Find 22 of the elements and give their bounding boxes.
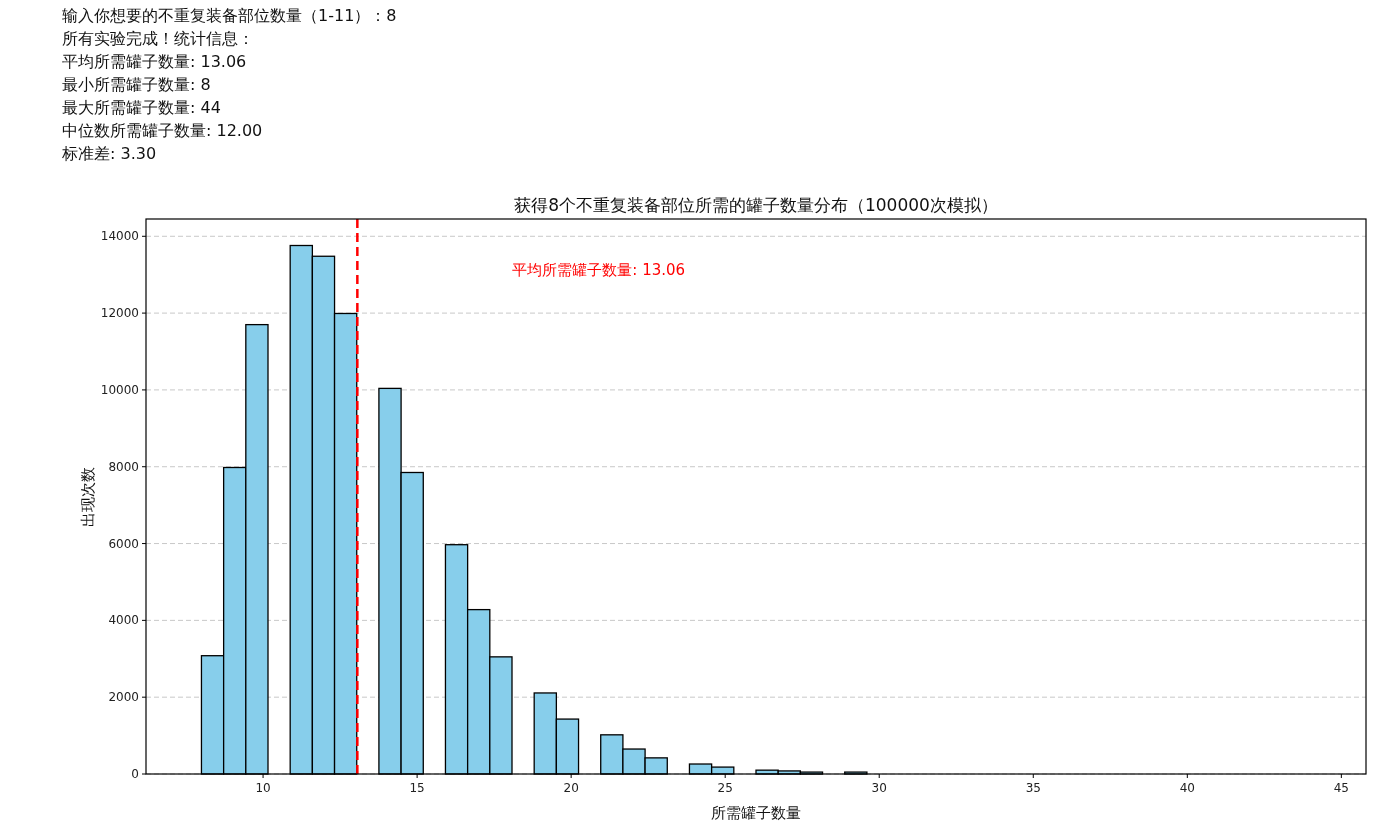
x-tick-label: 45 bbox=[1333, 781, 1349, 795]
y-tick-label: 10000 bbox=[100, 382, 139, 397]
y-tick-label: 4000 bbox=[108, 613, 139, 628]
x-tick-label: 40 bbox=[1179, 781, 1195, 795]
x-tick-label: 20 bbox=[563, 781, 579, 795]
chart-title: 获得8个不重复装备部位所需的罐子数量分布（100000次模拟） bbox=[514, 195, 998, 215]
x-tick-label: 10 bbox=[255, 781, 271, 795]
y-tick-label: 0 bbox=[131, 767, 139, 781]
x-tick-label: 35 bbox=[1025, 781, 1041, 795]
x-axis-title: 所需罐子数量 bbox=[711, 804, 801, 822]
y-tick-label: 8000 bbox=[108, 459, 139, 474]
x-tick-label: 30 bbox=[871, 781, 887, 795]
x-tick-label: 15 bbox=[409, 781, 425, 795]
y-axis-title: 出现次数 bbox=[79, 466, 97, 527]
annotations: 输入你想要的不重复装备部位数量（1-11）：8 所有实验完成！统计信息： 平均所需罐子数量: 13.06 最小所需罐子数量: 8 最大所需罐子数量: 44 中位数所需罐子数量: 12.00 标准差: 3.30 bbox=[62, 6, 397, 163]
y-tick-label: 6000 bbox=[108, 536, 139, 551]
y-tick-label: 14000 bbox=[100, 229, 139, 244]
ref-line-label: 平均所需罐子数量: 13.06 bbox=[512, 261, 686, 279]
y-tick-label: 12000 bbox=[100, 306, 139, 321]
ref-line: 平均所需罐子数量: 13.06 bbox=[356, 219, 686, 774]
x-tick-label: 25 bbox=[717, 781, 733, 795]
y-tick-label: 2000 bbox=[108, 690, 139, 705]
